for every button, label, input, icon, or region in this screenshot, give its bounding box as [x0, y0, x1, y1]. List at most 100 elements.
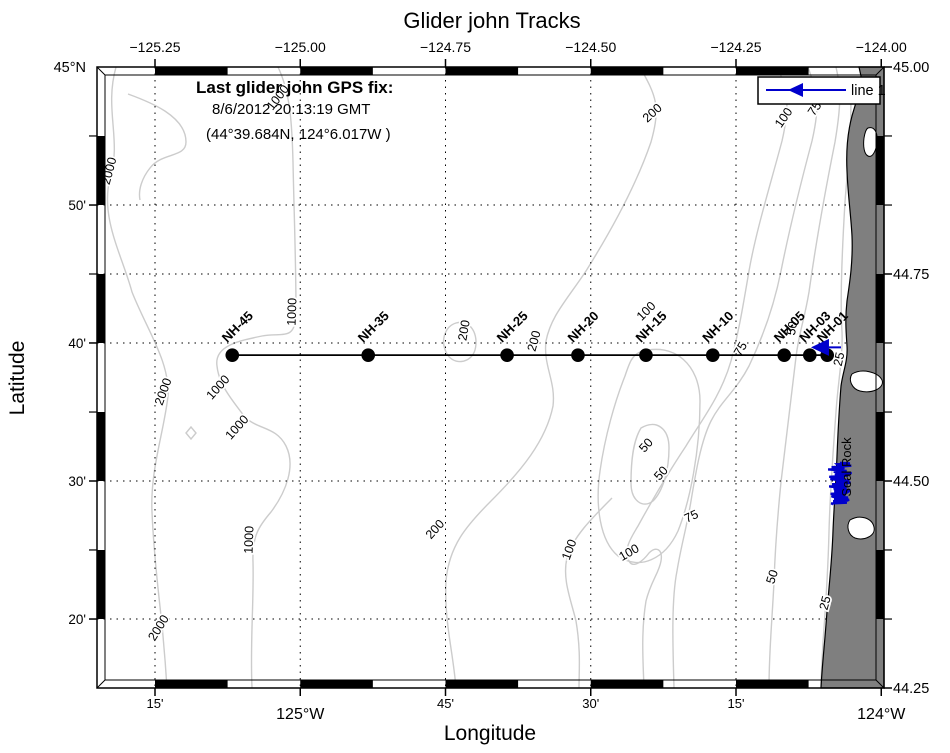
- tick-label-right: 45.00: [893, 60, 929, 76]
- tick-label-right: 44.50: [893, 474, 929, 490]
- frame-segment: [155, 67, 228, 75]
- legend-left-triangle-icon: [788, 83, 803, 97]
- contour-2000: [106, 66, 169, 689]
- contour-label: 2000: [152, 376, 175, 407]
- station-dot: [361, 348, 376, 362]
- tick-label-left: 20': [68, 612, 86, 627]
- plot-title: Glider john Tracks: [403, 8, 580, 33]
- frame-segment: [155, 680, 228, 688]
- station-dot: [571, 348, 585, 362]
- legend-box: line 1: [757, 76, 886, 105]
- contour-100-west: [564, 497, 613, 689]
- contour-label: 50: [763, 568, 781, 586]
- station-label: NH-20: [564, 308, 601, 345]
- contour-50: [768, 66, 841, 689]
- contour-label: 50: [636, 435, 656, 455]
- contour-label: 200: [640, 101, 665, 125]
- contour-25: [820, 77, 852, 689]
- bathymetry-contours: [106, 66, 852, 689]
- frame-segment: [97, 136, 105, 205]
- contour-label: 25: [817, 594, 834, 611]
- contour-75-loop: [597, 348, 701, 564]
- axis-tick-labels: −125.25 −125.00 −124.75 −124.50 −124.25 −124.…: [54, 39, 930, 723]
- coastal-lagoon: [863, 127, 878, 157]
- contour-label: 1000: [204, 372, 233, 402]
- contour-label: 100: [559, 537, 579, 561]
- contour-label: 1000: [242, 526, 257, 554]
- frame-segment: [736, 67, 809, 75]
- station-dot: [639, 348, 653, 362]
- contour-label: 50: [784, 320, 800, 336]
- contour-50-loop: [630, 423, 670, 505]
- station-dot: [802, 348, 817, 362]
- tick-label-right: 44.25: [893, 681, 929, 697]
- seal-rock-label: Seal Rock: [839, 437, 854, 497]
- tick-label-left: 40': [68, 336, 86, 351]
- tick-label-left: 30': [68, 474, 86, 489]
- contour-200: [445, 66, 657, 689]
- gps-fix-time: 8/6/2012 20:13:19 GMT: [212, 101, 370, 118]
- tick-label-bottom: 45': [437, 696, 454, 711]
- contour-label: 25: [831, 351, 848, 368]
- gps-fix-coords: (44°39.684N, 124°6.017W ): [206, 126, 391, 143]
- frame-segment: [97, 412, 105, 481]
- frame-segment: [876, 412, 884, 481]
- tick-label-bottom: 15': [728, 696, 745, 711]
- station-dot: [225, 348, 240, 362]
- frame-segment: [876, 550, 884, 619]
- frame-segment: [300, 67, 373, 75]
- tick-label-top: −124.50: [565, 39, 616, 55]
- tick-label-top: −125.00: [275, 39, 326, 55]
- tick-label-top: −125.25: [130, 39, 181, 55]
- y-axis-label: Latitude: [6, 341, 29, 416]
- frame-segment: [97, 550, 105, 619]
- glider-last-fix-arrow-icon: [810, 338, 829, 356]
- frame-corner: [875, 679, 885, 689]
- contour-diamond: [185, 425, 197, 441]
- station-dot: [705, 348, 720, 362]
- tick-label-bottom: 125°W: [276, 706, 325, 723]
- frame-segment: [590, 67, 664, 75]
- contour-label: 100: [772, 105, 795, 130]
- x-axis-label: Longitude: [444, 722, 536, 745]
- contour-label: 200: [455, 319, 472, 342]
- coastline-land: [820, 66, 885, 689]
- frame-corner: [96, 679, 106, 689]
- frame-outer: [96, 66, 885, 689]
- alsea-bay: [847, 516, 875, 540]
- tick-label-left: 45°N: [54, 60, 86, 76]
- station-label: NH-35: [355, 308, 392, 345]
- frame-segment: [876, 136, 884, 205]
- tick-label-bottom: 124°W: [857, 706, 906, 723]
- station-dot: [500, 348, 514, 362]
- graticule-grid: [97, 67, 884, 688]
- tick-label-left: 50': [68, 198, 86, 213]
- tick-label-right: 44.75: [893, 267, 929, 283]
- frame-segment: [736, 680, 809, 688]
- legend-entry-label: line 1: [851, 83, 886, 99]
- map-frame: [96, 66, 885, 689]
- station-label: NH-25: [494, 308, 531, 345]
- contour-label: 2000: [145, 612, 172, 643]
- yaquina-bay: [849, 370, 883, 393]
- contour-label: 1000: [285, 298, 300, 326]
- frame-segment: [300, 680, 373, 688]
- tick-label-bottom: 15': [147, 696, 164, 711]
- frame-segment: [445, 680, 519, 688]
- contour-75: [672, 66, 818, 689]
- contour-2000-spur: [127, 93, 187, 201]
- contour-label: 200: [423, 517, 447, 542]
- contour-label: 200: [525, 329, 544, 353]
- contour-1000: [216, 66, 297, 689]
- gps-fix-heading: Last glider john GPS fix:: [196, 78, 393, 97]
- frame-segment: [876, 274, 884, 343]
- frame-segment: [445, 67, 519, 75]
- station-label: NH-45: [219, 308, 256, 345]
- tick-label-top: −124.25: [711, 39, 762, 55]
- frame-segment: [590, 680, 664, 688]
- glider-track-cluster: [828, 461, 852, 506]
- tick-label-top: −124.75: [420, 39, 471, 55]
